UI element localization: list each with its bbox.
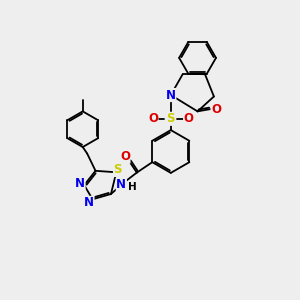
- Text: O: O: [148, 112, 158, 125]
- Text: O: O: [184, 112, 194, 125]
- Text: O: O: [120, 150, 130, 163]
- Text: N: N: [84, 196, 94, 209]
- Text: O: O: [211, 103, 221, 116]
- Text: S: S: [113, 164, 122, 176]
- Text: N: N: [116, 178, 126, 191]
- Text: N: N: [166, 88, 176, 101]
- Text: S: S: [167, 112, 175, 125]
- Text: H: H: [128, 182, 137, 192]
- Text: N: N: [75, 177, 85, 190]
